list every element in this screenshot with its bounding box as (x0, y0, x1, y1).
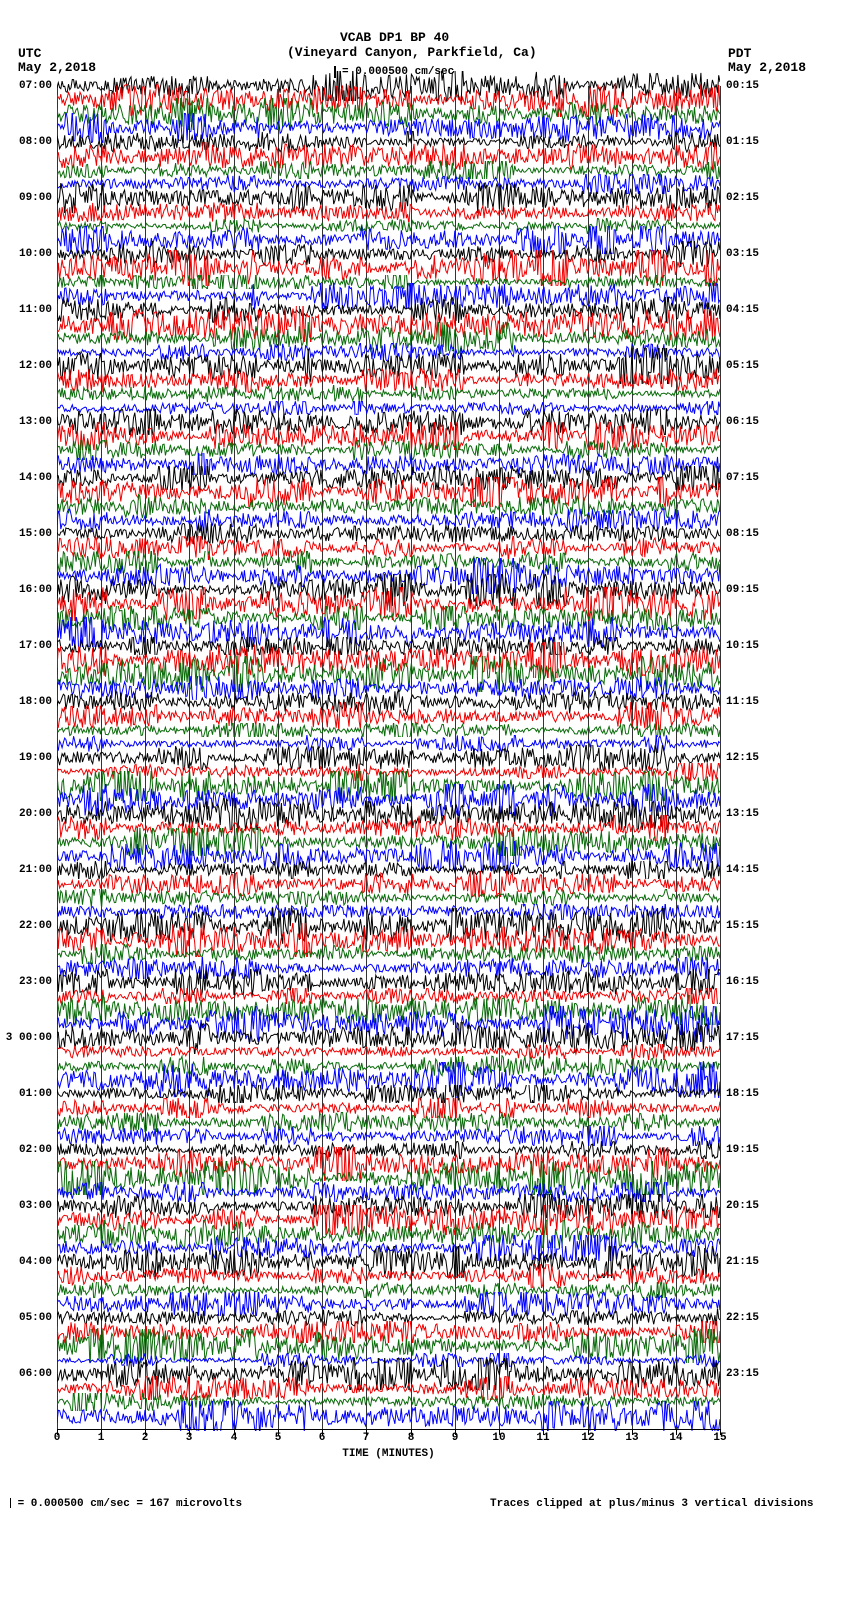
x-tick-label: 10 (492, 1432, 505, 1444)
x-tick-label: 11 (536, 1432, 549, 1444)
x-tick-label: 0 (54, 1432, 61, 1444)
utc-time-label: 18:00 (19, 696, 52, 708)
pdt-time-label: 09:15 (726, 584, 759, 596)
pdt-time-label: 00:15 (726, 80, 759, 92)
utc-time-label: 11:00 (19, 304, 52, 316)
pdt-time-label: 04:15 (726, 304, 759, 316)
utc-time-label: 05:00 (19, 1312, 52, 1324)
pdt-time-label: 01:15 (726, 136, 759, 148)
pdt-time-label: 13:15 (726, 808, 759, 820)
pdt-time-label: 12:15 (726, 752, 759, 764)
pdt-time-label: 08:15 (726, 528, 759, 540)
pdt-time-label: 05:15 (726, 360, 759, 372)
utc-time-label: 01:00 (19, 1088, 52, 1100)
x-tick-label: 8 (408, 1432, 415, 1444)
plot-area (57, 86, 720, 1429)
pdt-time-label: 21:15 (726, 1256, 759, 1268)
utc-time-label: 16:00 (19, 584, 52, 596)
x-tick-label: 14 (669, 1432, 682, 1444)
pdt-time-label: 18:15 (726, 1088, 759, 1100)
pdt-time-label: 22:15 (726, 1312, 759, 1324)
pdt-time-label: 03:15 (726, 248, 759, 260)
utc-time-label: May 3 00:00 (0, 1032, 52, 1044)
utc-time-label: 09:00 (19, 192, 52, 204)
pdt-time-label: 06:15 (726, 416, 759, 428)
right-date: May 2,2018 (728, 60, 806, 75)
utc-time-label: 06:00 (19, 1368, 52, 1380)
utc-time-label: 10:00 (19, 248, 52, 260)
title-line-2: (Vineyard Canyon, Parkfield, Ca) (287, 45, 537, 60)
x-tick-label: 1 (98, 1432, 105, 1444)
x-axis-line (57, 1429, 720, 1430)
pdt-time-label: 14:15 (726, 864, 759, 876)
utc-time-label: 13:00 (19, 416, 52, 428)
title-line-1: VCAB DP1 BP 40 (340, 30, 449, 45)
x-tick-label: 12 (581, 1432, 594, 1444)
pdt-time-label: 16:15 (726, 976, 759, 988)
utc-time-label: 20:00 (19, 808, 52, 820)
x-tick-label: 7 (363, 1432, 370, 1444)
seismogram-display: VCAB DP1 BP 40 (Vineyard Canyon, Parkfie… (0, 0, 850, 1613)
x-tick-label: 4 (231, 1432, 238, 1444)
utc-time-label: 07:00 (19, 80, 52, 92)
utc-time-label: 14:00 (19, 472, 52, 484)
x-tick-label: 9 (452, 1432, 459, 1444)
utc-time-label: 19:00 (19, 752, 52, 764)
utc-time-label: 22:00 (19, 920, 52, 932)
x-tick-label: 15 (713, 1432, 726, 1444)
pdt-time-label: 11:15 (726, 696, 759, 708)
pdt-time-label: 20:15 (726, 1200, 759, 1212)
left-timezone: UTC (18, 46, 41, 61)
utc-time-label: 03:00 (19, 1200, 52, 1212)
utc-time-label: 15:00 (19, 528, 52, 540)
x-tick-label: 6 (319, 1432, 326, 1444)
pdt-time-label: 23:15 (726, 1368, 759, 1380)
utc-time-label: 17:00 (19, 640, 52, 652)
pdt-time-label: 07:15 (726, 472, 759, 484)
footer-clip-note: Traces clipped at plus/minus 3 vertical … (490, 1498, 813, 1510)
waveform-trace (57, 1401, 720, 1432)
pdt-time-label: 15:15 (726, 920, 759, 932)
x-axis-title: TIME (MINUTES) (57, 1448, 720, 1460)
x-tick-label: 13 (625, 1432, 638, 1444)
utc-time-label: 21:00 (19, 864, 52, 876)
utc-time-label: 23:00 (19, 976, 52, 988)
utc-time-label: 08:00 (19, 136, 52, 148)
footer-scale: = 0.000500 cm/sec = 167 microvolts (10, 1498, 242, 1510)
utc-time-label: 04:00 (19, 1256, 52, 1268)
utc-time-label: 12:00 (19, 360, 52, 372)
x-tick-label: 2 (142, 1432, 149, 1444)
x-tick-label: 3 (186, 1432, 193, 1444)
pdt-time-label: 19:15 (726, 1144, 759, 1156)
utc-time-label: 02:00 (19, 1144, 52, 1156)
x-tick-label: 5 (275, 1432, 282, 1444)
pdt-time-label: 02:15 (726, 192, 759, 204)
pdt-time-label: 10:15 (726, 640, 759, 652)
right-timezone: PDT (728, 46, 751, 61)
pdt-time-label: 17:15 (726, 1032, 759, 1044)
